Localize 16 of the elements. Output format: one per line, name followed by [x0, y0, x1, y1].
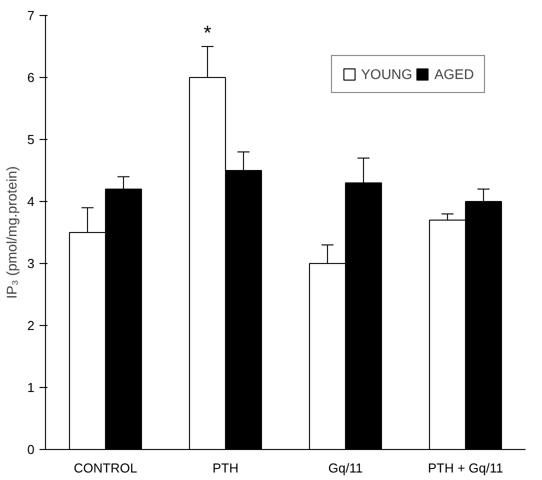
- y-tick-label: 4: [27, 194, 35, 209]
- x-tick-label: PTH: [212, 460, 238, 476]
- y-axis-title: IP₃ (pmol/mg.protein): [3, 166, 20, 299]
- legend-label: AGED: [434, 66, 474, 82]
- x-tick-label: CONTROL: [74, 460, 138, 476]
- y-tick-label: 5: [27, 132, 35, 147]
- x-tick-label: PTH + Gq/11: [428, 460, 504, 476]
- annotation: *: [204, 22, 212, 44]
- y-tick-label: 6: [27, 70, 35, 85]
- y-tick-label: 7: [27, 8, 35, 23]
- y-tick-label: 3: [27, 256, 35, 271]
- legend-label: YOUNG: [360, 66, 412, 82]
- y-tick-label: 1: [27, 380, 35, 395]
- y-tick-label: 2: [27, 318, 35, 333]
- y-tick-label: 0: [27, 442, 35, 457]
- x-tick-label: Gq/11: [328, 460, 363, 476]
